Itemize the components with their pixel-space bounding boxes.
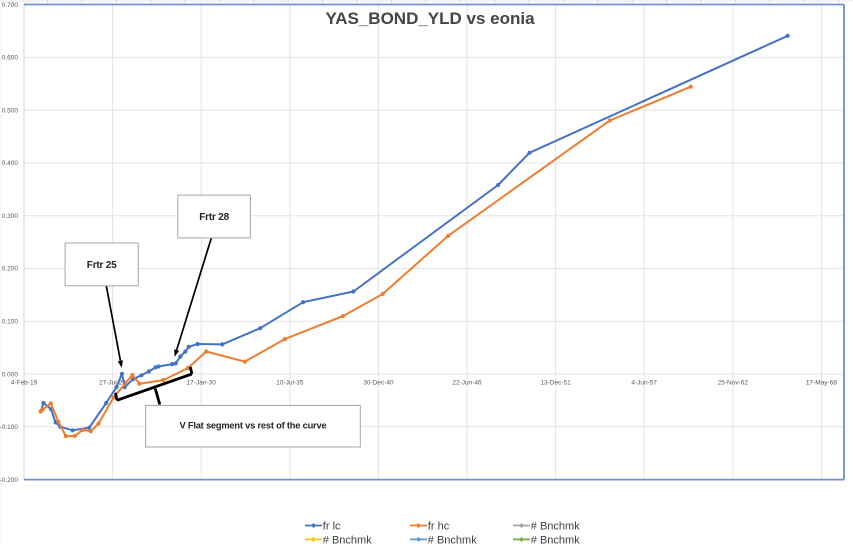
svg-text:13-Dec-51: 13-Dec-51 — [540, 380, 571, 387]
svg-text:0.500: 0.500 — [2, 107, 19, 114]
svg-text:# Bnchmk: # Bnchmk — [323, 534, 372, 546]
svg-text:17-May-68: 17-May-68 — [806, 380, 837, 387]
svg-text:fr hc: fr hc — [428, 520, 450, 532]
svg-text:-0.200: -0.200 — [0, 477, 18, 484]
svg-text:0.200: 0.200 — [2, 266, 19, 273]
svg-text:fr lc: fr lc — [323, 520, 341, 532]
svg-text:0.300: 0.300 — [2, 213, 19, 220]
svg-text:0.600: 0.600 — [2, 55, 19, 62]
svg-text:25-Nov-62: 25-Nov-62 — [718, 380, 749, 387]
svg-text:-0.100: -0.100 — [0, 424, 18, 431]
svg-text:0.700: 0.700 — [2, 2, 19, 9]
svg-text:4-Jun-57: 4-Jun-57 — [631, 380, 657, 387]
svg-text:Frtr 25: Frtr 25 — [87, 260, 117, 271]
svg-text:27-Jul-24: 27-Jul-24 — [99, 380, 126, 387]
svg-text:# Bnchmk: # Bnchmk — [531, 534, 580, 546]
svg-text:4-Feb-19: 4-Feb-19 — [11, 380, 38, 387]
svg-text:10-Jul-35: 10-Jul-35 — [276, 380, 303, 387]
svg-text:0.000: 0.000 — [2, 371, 19, 378]
svg-text:Frtr 28: Frtr 28 — [199, 212, 229, 223]
svg-text:# Bnchmk: # Bnchmk — [531, 520, 580, 532]
svg-text:0.400: 0.400 — [2, 160, 19, 167]
svg-text:30-Dec-40: 30-Dec-40 — [363, 380, 394, 387]
svg-text:0.100: 0.100 — [2, 319, 19, 326]
svg-text:# Bnchmk: # Bnchmk — [428, 534, 477, 546]
svg-text:17-Jan-30: 17-Jan-30 — [187, 380, 217, 387]
svg-text:V Flat segment vs rest of the: V Flat segment vs rest of the curve — [179, 420, 326, 430]
svg-text:22-Jun-46: 22-Jun-46 — [452, 380, 482, 387]
svg-text:YAS_BOND_YLD vs eonia: YAS_BOND_YLD vs eonia — [325, 9, 535, 28]
